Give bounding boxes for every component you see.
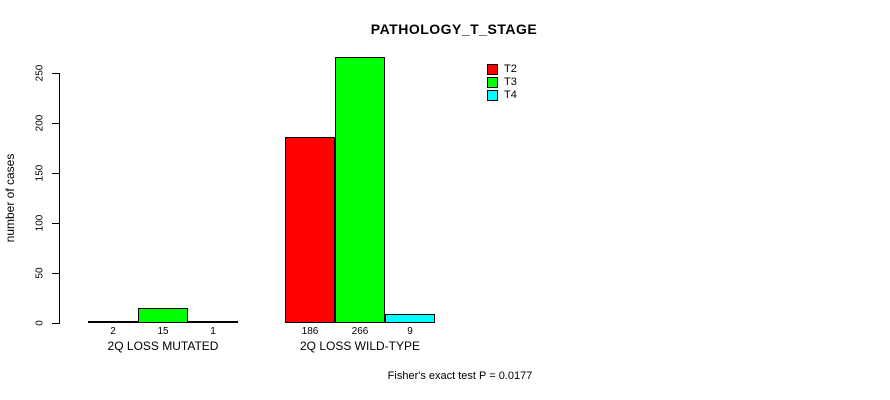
y-tick-mark — [52, 273, 59, 274]
chart-title: PATHOLOGY_T_STAGE — [370, 21, 538, 37]
y-tick-label: 250 — [34, 64, 46, 82]
y-tick-label: 200 — [34, 114, 46, 132]
legend-label: T3 — [504, 76, 517, 88]
bar-t4-group1 — [188, 321, 238, 323]
bar-value-label: 15 — [157, 326, 169, 337]
legend-item-t2: T2 — [487, 64, 517, 75]
legend: T2 T3 T4 — [487, 64, 517, 101]
y-tick-mark — [52, 123, 59, 124]
bar-value-label: 186 — [301, 326, 319, 337]
y-tick-label: 150 — [34, 164, 46, 182]
y-tick-label: 0 — [34, 320, 46, 326]
bar-t3-group1 — [138, 308, 188, 323]
y-tick-mark — [52, 173, 59, 174]
bar-t2-group1 — [88, 321, 138, 323]
y-tick-label: 100 — [34, 214, 46, 232]
y-tick-mark — [52, 323, 59, 324]
legend-item-t3: T3 — [487, 77, 517, 88]
legend-label: T4 — [504, 89, 517, 101]
y-tick-mark — [52, 73, 59, 74]
bar-value-label: 1 — [210, 326, 216, 337]
legend-swatch-icon — [487, 77, 498, 88]
legend-swatch-icon — [487, 90, 498, 101]
annotation-text: Fisher's exact test P = 0.0177 — [387, 370, 533, 382]
bar-value-label: 9 — [407, 326, 413, 337]
legend-label: T2 — [504, 63, 517, 75]
y-axis-line — [59, 73, 60, 324]
bar-t4-group2 — [385, 314, 435, 323]
group-label: 2Q LOSS WILD-TYPE — [299, 339, 421, 353]
legend-swatch-icon — [487, 64, 498, 75]
group-label: 2Q LOSS MUTATED — [107, 339, 219, 353]
y-tick-label: 50 — [34, 267, 46, 279]
bar-value-label: 2 — [110, 326, 116, 337]
legend-item-t4: T4 — [487, 90, 517, 101]
bar-t2-group2 — [285, 137, 335, 323]
bar-t3-group2 — [335, 57, 385, 323]
bar-value-label: 266 — [351, 326, 369, 337]
y-tick-mark — [52, 223, 59, 224]
y-axis-title: number of cases — [3, 153, 17, 243]
